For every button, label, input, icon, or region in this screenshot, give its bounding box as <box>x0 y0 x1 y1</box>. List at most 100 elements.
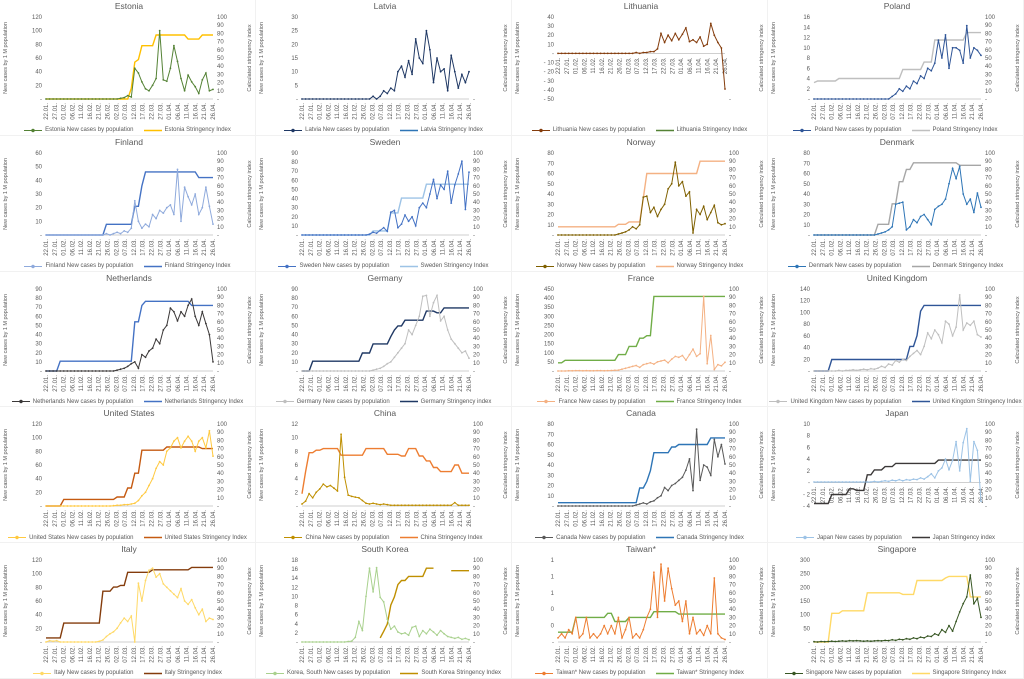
right-axis-tick: 70 <box>217 583 224 589</box>
right-axis-tick: 100 <box>729 422 740 428</box>
left-axis-tick: 40 <box>291 196 298 202</box>
chart-legend: Japan New cases by population Japan Strin… <box>770 534 1021 541</box>
x-axis-tick: 01.04. <box>679 57 685 74</box>
left-axis-title: New cases by 1 M population <box>259 565 265 637</box>
x-axis-tick: 02.03. <box>370 238 376 255</box>
left-axis-tick: 10 <box>803 223 810 229</box>
legend-stringency-label: Netherlands Stringency Index <box>164 398 244 405</box>
x-axis-tick: 06.04. <box>688 374 694 391</box>
legend-item-stringency: France Stringency Index <box>655 398 742 405</box>
left-axis-tick: 60 <box>291 178 298 184</box>
x-axis-tick: 21.04. <box>458 646 464 663</box>
legend-cases-label: Estonia New cases by population <box>45 127 134 134</box>
right-axis-tick: 20 <box>729 352 736 358</box>
legend-stringency-label: Latvia Stringency Index <box>420 127 483 134</box>
left-axis-tick: 6 <box>807 66 811 72</box>
legend-item-stringency: Poland Stringency Index <box>911 127 998 134</box>
x-axis-tick: 12.03. <box>132 103 138 120</box>
legend-item-stringency: Japan Stringency index <box>911 534 995 541</box>
x-axis-tick: 16.02. <box>600 57 606 74</box>
x-axis-tick: 16.04. <box>193 374 199 391</box>
stringency-legend-swatch-icon <box>655 536 674 539</box>
x-axis-tick: 22.01. <box>300 374 306 391</box>
left-axis-title: New cases by 1 M population <box>515 294 521 366</box>
left-axis-title: New cases by 1 M population <box>771 429 777 501</box>
legend-item-stringency: South Korea Stringency Index <box>400 670 501 677</box>
cases-series-markers <box>557 563 726 641</box>
x-axis-tick: 06.02. <box>70 646 76 663</box>
left-axis-tick: 120 <box>800 298 811 304</box>
right-axis-tick: 10 <box>985 89 992 95</box>
x-axis-tick: 21.04. <box>970 646 976 663</box>
legend-cases-label: United States New cases by population <box>29 534 134 541</box>
left-axis-tick: 60 <box>35 56 42 62</box>
legend-stringency-label: Canada Stringency Index <box>676 534 744 541</box>
right-axis-tick: - <box>985 640 987 646</box>
stringency-legend-swatch-icon <box>143 401 162 403</box>
right-axis-tick: 70 <box>729 175 736 181</box>
left-axis-tick: 60 <box>291 314 298 320</box>
x-axis-tick: 11.04. <box>697 374 703 391</box>
left-axis-tick: 2 <box>807 469 811 475</box>
right-axis-tick: 20 <box>217 488 224 494</box>
chart-legend: United Kingdom New cases by population Un… <box>769 398 1022 405</box>
cases-series-line <box>558 429 726 507</box>
right-axis-tick: 70 <box>729 583 736 589</box>
right-axis-tick: 100 <box>217 558 228 564</box>
right-axis-tick: - <box>473 233 475 239</box>
left-axis-tick: 40 <box>803 345 810 351</box>
chart-legend: Lithuania New cases by population Lithuan… <box>514 127 765 134</box>
x-axis-tick: 07.03. <box>891 103 897 120</box>
left-axis-title: New cases by 1 M population <box>259 429 265 501</box>
x-axis-tick: 06.02. <box>326 374 332 391</box>
left-axis-title: New cases by 1 M population <box>515 429 521 501</box>
x-axis-tick: 02.03. <box>370 374 376 391</box>
stringency-legend-swatch-icon <box>911 401 930 403</box>
right-axis-tick: 80 <box>473 303 480 309</box>
x-axis-tick: 22.03. <box>406 374 412 391</box>
left-axis-tick: 20 <box>291 215 298 221</box>
x-axis-tick: 12.03. <box>388 646 394 663</box>
right-axis-tick: 30 <box>217 480 224 486</box>
x-axis-tick: 21.02. <box>97 103 103 120</box>
x-axis-tick: 12.03. <box>132 646 138 663</box>
left-axis-tick: 80 <box>291 160 298 166</box>
x-axis-tick: 06.04. <box>176 238 182 255</box>
x-axis-tick: 17.03. <box>397 646 403 663</box>
x-axis-tick: 27.03. <box>158 103 164 120</box>
x-axis-tick: 06.02. <box>582 510 588 527</box>
x-axis-tick: 17.03. <box>141 238 147 255</box>
stringency-legend-swatch-icon <box>911 129 930 131</box>
left-axis-tick: - 2 <box>803 493 811 499</box>
cases-legend-swatch-icon <box>33 671 52 676</box>
x-axis-tick: 27.03. <box>414 646 420 663</box>
left-axis-tick: 90 <box>291 151 298 157</box>
right-axis-tick: 30 <box>985 480 992 486</box>
left-axis-tick: - <box>40 233 42 239</box>
stringency-legend-swatch-icon <box>399 536 418 539</box>
x-axis-tick: 21.02. <box>609 57 615 74</box>
cases-legend-swatch-icon <box>284 535 303 540</box>
x-axis-tick: 06.04. <box>688 646 694 663</box>
left-axis-tick: 60 <box>803 171 810 177</box>
right-axis-tick: 40 <box>217 607 224 613</box>
stringency-series-line <box>46 566 213 639</box>
x-axis-tick: 01.04. <box>935 374 941 391</box>
right-axis-tick: - <box>473 640 475 646</box>
stringency-series-line <box>814 304 981 372</box>
chart-germany: Germany New cases by 1 M population Calcul… <box>256 271 512 408</box>
left-axis-tick: 20 <box>291 42 298 48</box>
chart-france: France New cases by 1 M population Calcula… <box>512 271 768 408</box>
right-axis-tick: 100 <box>985 558 996 564</box>
legend-cases-label: Singapore New cases by population <box>805 670 902 677</box>
left-axis-tick: - 30 <box>544 79 555 85</box>
right-axis-title: Calculated stringency index <box>503 432 509 500</box>
right-axis-tick: 80 <box>729 439 736 445</box>
left-axis-tick: - <box>808 481 810 487</box>
right-axis-tick: - <box>985 369 987 375</box>
x-axis-tick: 22.01. <box>556 238 562 255</box>
x-axis-tick: 22.03. <box>406 238 412 255</box>
left-axis-tick: 120 <box>32 15 43 21</box>
right-axis-tick: 10 <box>217 360 224 366</box>
right-axis-tick: 70 <box>217 311 224 317</box>
